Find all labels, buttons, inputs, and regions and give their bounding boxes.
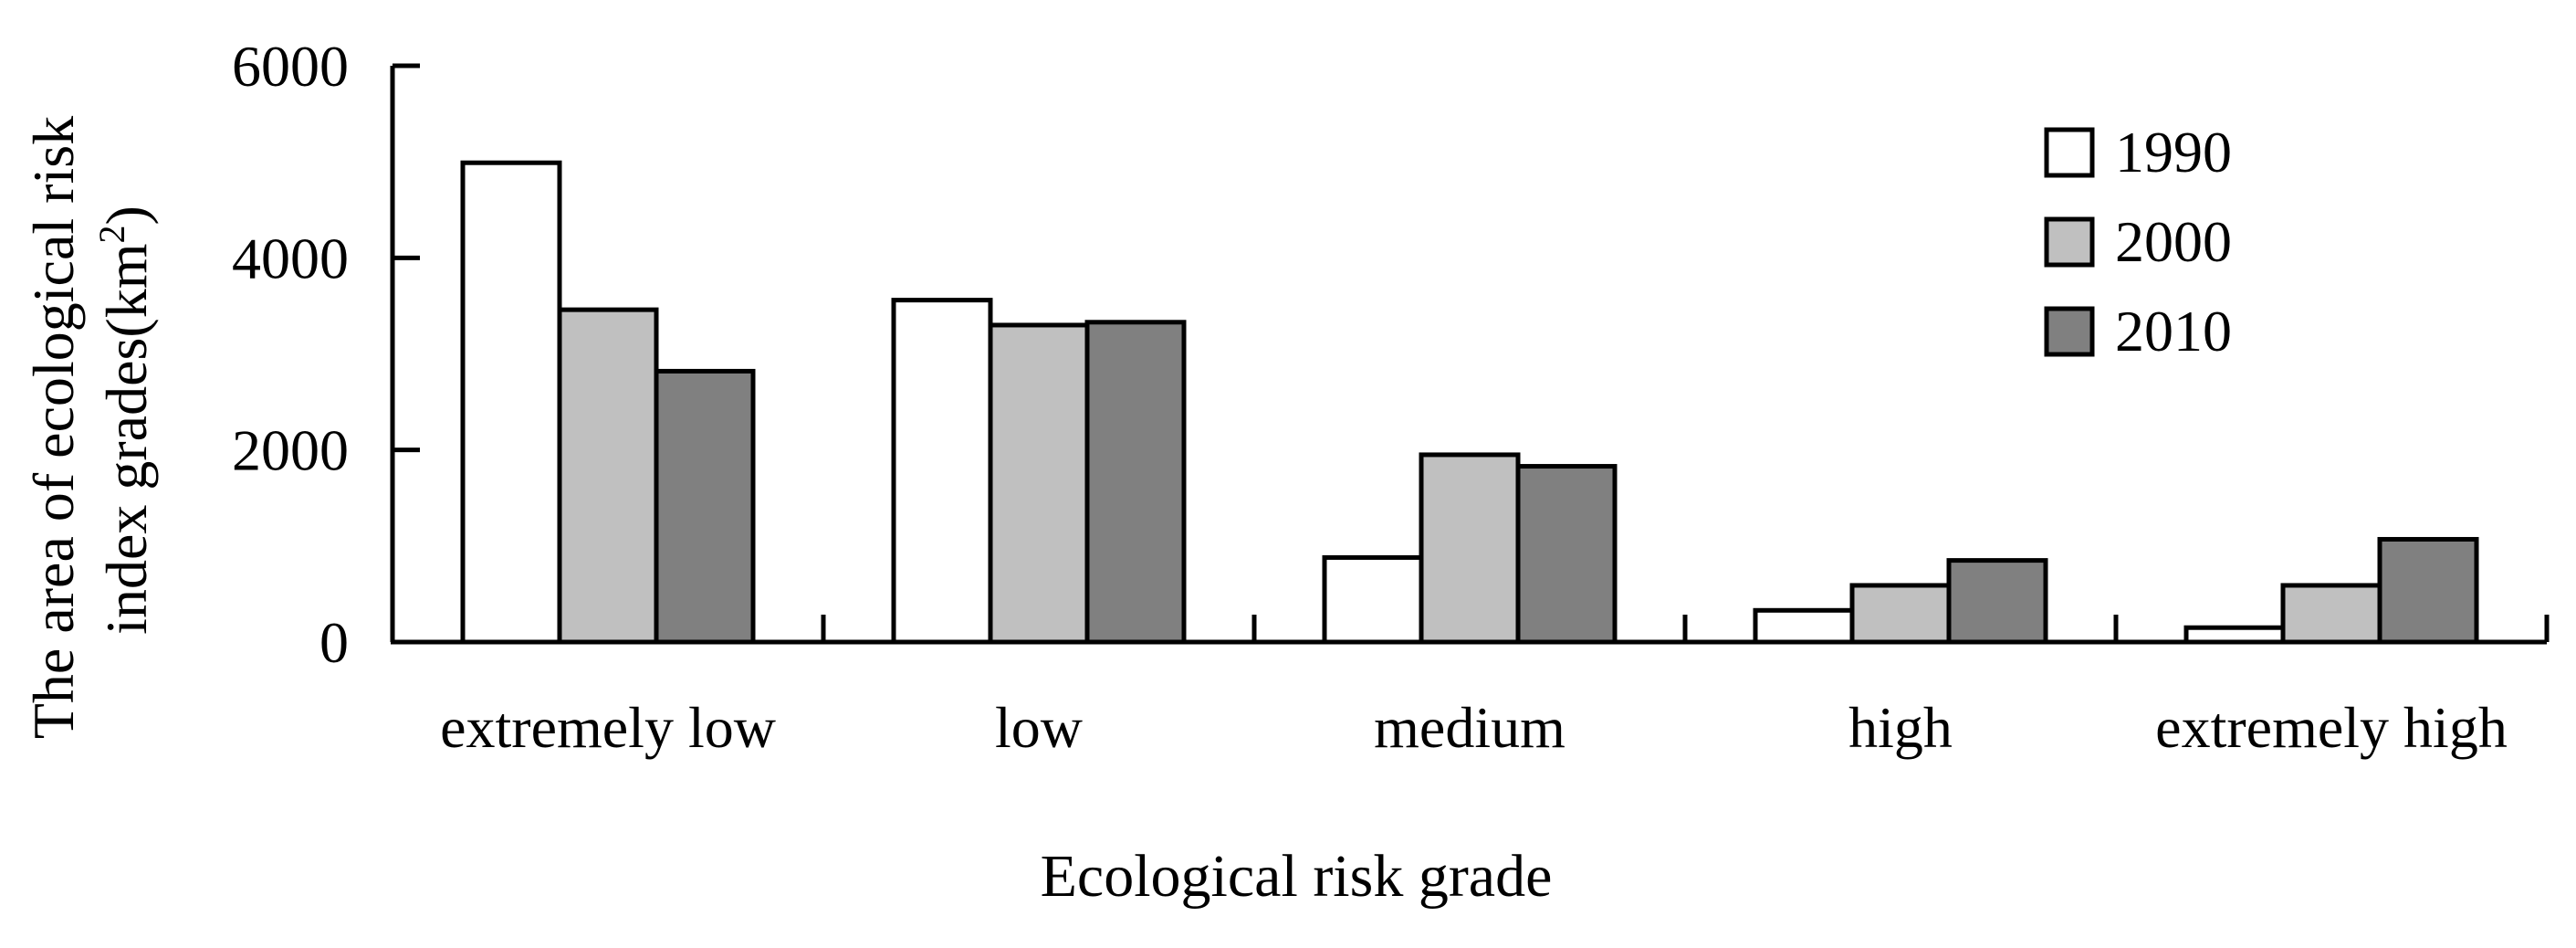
legend-swatch-2000 bbox=[2044, 216, 2095, 268]
y-tick-label: 6000 bbox=[232, 34, 349, 99]
legend-swatch-2010 bbox=[2044, 306, 2095, 357]
y-axis-title: The area of ecological risk index grades… bbox=[21, 101, 159, 739]
bar-extremely-low-2000 bbox=[557, 307, 659, 645]
bars-layer bbox=[460, 160, 2479, 645]
y-axis-title-line-1: The area of ecological risk bbox=[21, 116, 86, 739]
x-tick-label-extremely-low: extremely low bbox=[440, 695, 776, 760]
y-tick-label: 0 bbox=[319, 610, 349, 675]
x-tick-label-medium: medium bbox=[1374, 695, 1565, 760]
bar-extremely-high-2000 bbox=[2280, 583, 2382, 645]
x-ticks-layer: extremely low low medium high extremely high bbox=[440, 615, 2550, 760]
legend-label-2010: 2010 bbox=[2115, 299, 2232, 363]
legend-swatch-1990 bbox=[2044, 127, 2095, 178]
bar-low-2010 bbox=[1084, 320, 1187, 645]
bar-extremely-high-2010 bbox=[2377, 536, 2479, 645]
bar-medium-1990 bbox=[1322, 554, 1424, 645]
x-axis-title: Ecological risk grade bbox=[1041, 843, 1553, 910]
bar-high-1990 bbox=[1753, 607, 1855, 645]
y-axis-title-line-2: index grades(km bbox=[94, 244, 159, 635]
bar-high-2000 bbox=[1849, 583, 1952, 645]
legend: 1990 2000 2010 bbox=[2044, 120, 2232, 363]
bar-low-2000 bbox=[988, 322, 1090, 645]
y-ticks-layer: 0 2000 4000 6000 bbox=[232, 34, 420, 675]
axes-layer bbox=[390, 66, 2547, 645]
y-axis-title-superscript: 2 bbox=[91, 226, 132, 244]
bar-low-1990 bbox=[891, 298, 993, 645]
x-tick-label-low: low bbox=[995, 695, 1083, 760]
y-tick-label: 2000 bbox=[232, 418, 349, 483]
legend-label-1990: 1990 bbox=[2115, 120, 2232, 184]
y-tick-label: 4000 bbox=[232, 226, 349, 290]
bar-medium-2010 bbox=[1515, 464, 1618, 645]
legend-label-2000: 2000 bbox=[2115, 209, 2232, 274]
bar-extremely-low-1990 bbox=[460, 160, 562, 645]
bar-extremely-low-2010 bbox=[654, 368, 756, 645]
x-tick-label-high: high bbox=[1848, 695, 1953, 760]
bar-medium-2000 bbox=[1419, 452, 1521, 645]
bar-high-2010 bbox=[1946, 558, 2048, 645]
x-tick-label-extremely-high: extremely high bbox=[2155, 695, 2508, 760]
y-axis-title-unit-close: ) bbox=[94, 205, 159, 225]
